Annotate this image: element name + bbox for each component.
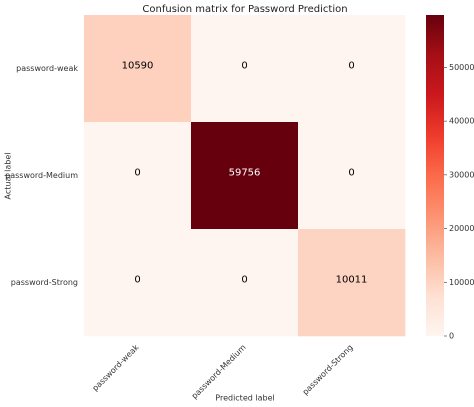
heatmap-cell [298, 122, 406, 230]
y-tick-label: password-Medium [5, 171, 78, 180]
cell-value: 59756 [229, 168, 261, 179]
cell-value: 0 [241, 61, 247, 72]
cell-value: 10011 [336, 275, 368, 286]
chart-title: Confusion matrix for Password Prediction [142, 4, 347, 15]
colorbar-tick-label: 20000 [449, 224, 474, 233]
x-tick-label: password-Strong [301, 343, 355, 397]
cell-value: 0 [348, 61, 354, 72]
cell-value: 0 [134, 168, 140, 179]
heatmap-cell [84, 15, 192, 123]
x-tick-label: password-Medium [190, 343, 248, 401]
heatmap-cell [191, 229, 299, 337]
cell-value: 0 [241, 275, 247, 286]
colorbar [426, 15, 444, 336]
colorbar-tick-label: 40000 [449, 117, 474, 126]
cell-value: 0 [134, 275, 140, 286]
y-tick-label: password-weak [16, 64, 78, 73]
heatmap-cell [298, 15, 406, 123]
y-axis-label: Actual label [4, 153, 13, 200]
x-axis-label: Predicted label [215, 394, 274, 403]
cell-value: 10590 [122, 61, 154, 72]
x-tick-label: password-weak [91, 343, 141, 393]
heatmap-cell [84, 122, 192, 230]
colorbar-tick-label: 10000 [449, 278, 474, 287]
colorbar-tick-label: 0 [449, 332, 454, 341]
colorbar-tick-label: 50000 [449, 63, 474, 72]
heatmap-cell [84, 229, 192, 337]
colorbar-tick-label: 30000 [449, 170, 474, 179]
heatmap-cell [191, 122, 299, 230]
cell-value: 0 [348, 168, 354, 179]
y-tick-label: password-Strong [11, 278, 78, 287]
heatmap-cell [191, 15, 299, 123]
heatmap-cell [298, 229, 406, 337]
